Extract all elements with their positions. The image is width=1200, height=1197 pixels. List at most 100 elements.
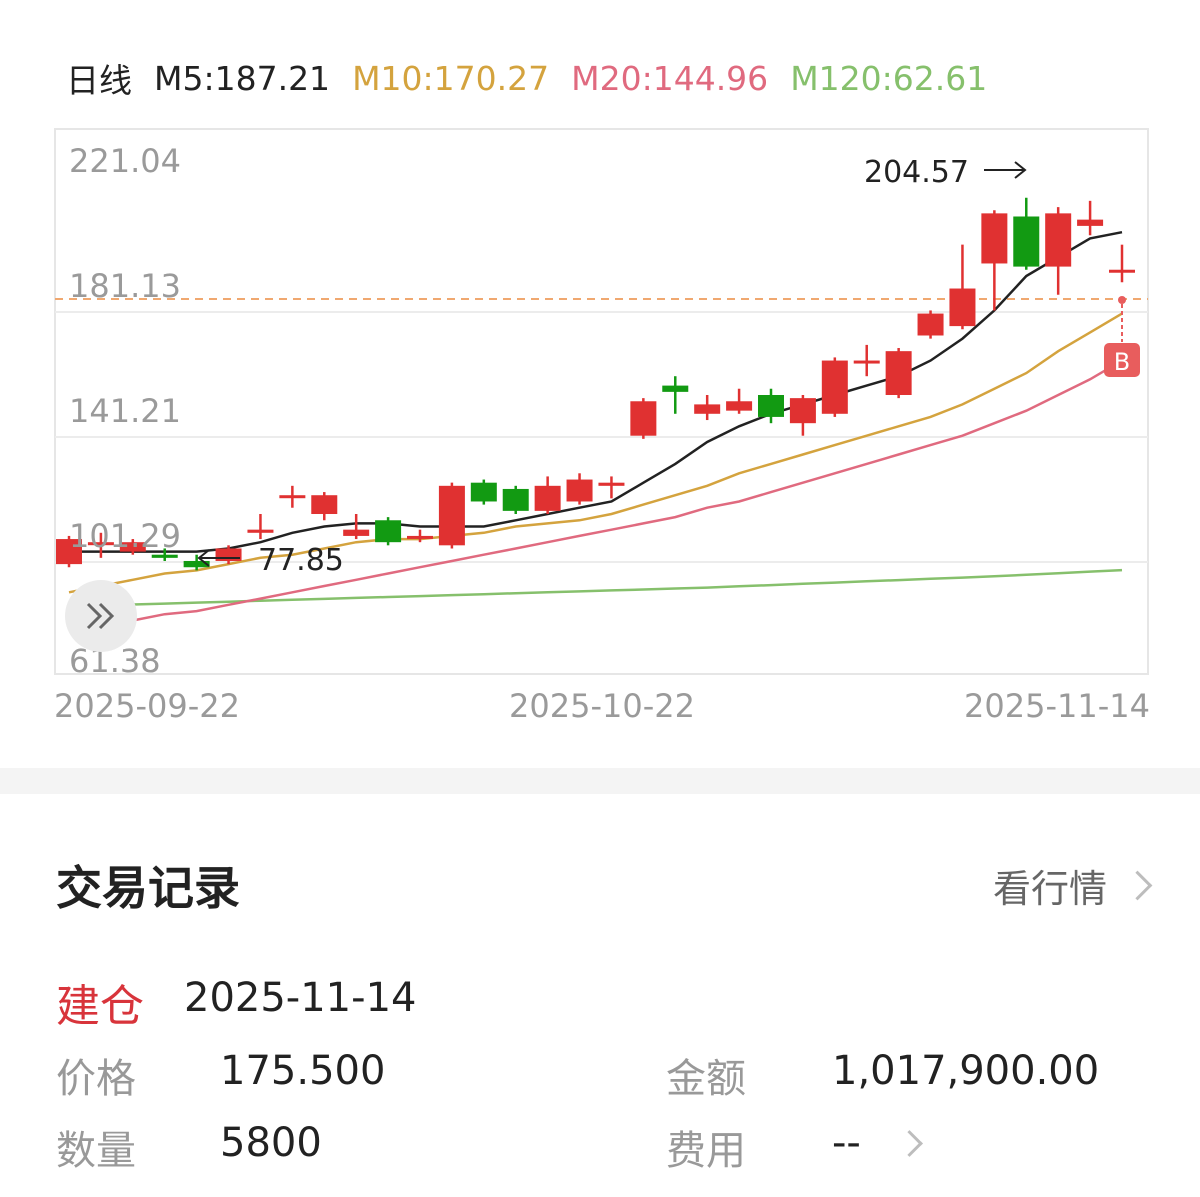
candle-body [598, 482, 625, 486]
candle-body [566, 479, 593, 502]
ma5-line [69, 230, 1123, 553]
price-label: 价格 [56, 1056, 136, 1102]
double-chevron-icon [86, 602, 115, 630]
candle-body [821, 360, 848, 414]
low-annotation-label: 77.85 [258, 543, 344, 578]
chevron-right-icon [1122, 870, 1153, 901]
candle-body [502, 488, 529, 511]
candle [1109, 244, 1135, 283]
candle-body [56, 539, 82, 565]
candle-body [1077, 219, 1104, 226]
candle-body [1109, 269, 1135, 273]
amount-value: 1,017,900.00 [832, 1048, 1100, 1094]
fee-chevron-icon[interactable] [896, 1130, 923, 1157]
low-arrow-icon [197, 549, 240, 567]
buy-dot [1118, 296, 1126, 304]
candle [821, 357, 848, 417]
candle-body [789, 398, 816, 424]
candle-body [630, 401, 657, 436]
candle-body [694, 404, 721, 414]
trade-records-title: 交易记录 [56, 861, 240, 915]
candle [183, 554, 210, 571]
candle [917, 310, 944, 339]
view-market-label: 看行情 [992, 867, 1107, 911]
candle-body [949, 288, 976, 327]
candle [885, 348, 912, 399]
candle [87, 532, 114, 558]
y-axis-label-0: 221.04 [69, 142, 181, 180]
candle-body [279, 495, 306, 499]
candle [343, 514, 370, 540]
candle [56, 535, 82, 568]
quantity-label: 数量 [56, 1128, 136, 1174]
candle-body [662, 385, 689, 392]
candle [151, 548, 178, 561]
ma10-label: M10:170.27 [352, 58, 550, 98]
y-axis-label-1: 181.13 [69, 267, 181, 305]
amount-label: 金额 [666, 1056, 746, 1102]
candle [598, 476, 625, 499]
y-axis-label-3: 101.29 [69, 517, 181, 555]
candle-body [1013, 216, 1040, 267]
candle-body [311, 495, 338, 515]
candle-body [758, 394, 784, 417]
candle-body [151, 554, 178, 558]
candle [630, 398, 657, 439]
candle [375, 517, 402, 546]
buy-marker-badge [1104, 343, 1140, 377]
record-type: 建仓 [56, 981, 144, 1032]
high-annotation-label: 204.57 [864, 155, 969, 190]
candle [1077, 200, 1104, 236]
kline-chart[interactable]: 221.04 181.13 141.21 101.29 61.38 2025-09-22… [0, 0, 1200, 740]
candle [470, 479, 497, 505]
ma20-label: M20:144.96 [571, 58, 769, 98]
candle [1013, 197, 1040, 270]
candle [279, 485, 306, 508]
record-date: 2025-11-14 [184, 975, 417, 1021]
buy-marker-label: B [1114, 348, 1130, 376]
candle [853, 344, 880, 377]
x-axis-label-0: 2025-09-22 [54, 687, 240, 725]
high-arrow-icon [984, 161, 1027, 179]
view-market-link[interactable]: 看行情 [992, 858, 1153, 913]
plot-frame [54, 128, 1149, 675]
candle [407, 529, 433, 543]
x-axis-label-1: 2025-10-22 [509, 687, 695, 725]
candle-body [917, 313, 944, 336]
candle-body [343, 529, 370, 536]
candle [1045, 207, 1072, 295]
ma5-label: M5:187.21 [154, 58, 331, 98]
ma10-line [68, 312, 1123, 594]
candle [726, 388, 753, 414]
candle [311, 492, 338, 521]
candle-body [87, 542, 114, 546]
candle [662, 376, 689, 414]
candle [534, 476, 561, 515]
candle-body [534, 485, 561, 511]
ma-legend: 日线 M5:187.21 M10:170.27 M20:144.96 M120:… [66, 56, 1009, 101]
candle-body [438, 485, 465, 546]
candle-body [1045, 213, 1072, 267]
candle-body [119, 542, 146, 552]
x-axis-label-2: 2025-11-14 [964, 687, 1150, 725]
candle [949, 244, 976, 330]
price-value: 175.500 [220, 1048, 386, 1094]
candle [981, 210, 1008, 311]
fee-value[interactable]: -- [832, 1120, 861, 1166]
candle [566, 473, 593, 505]
candle [247, 514, 274, 540]
candle [758, 388, 784, 424]
candle [502, 485, 529, 515]
y-axis-label-2: 141.21 [69, 392, 181, 430]
candle-body [470, 482, 497, 502]
ma20-line [68, 359, 1123, 632]
candle-body [885, 351, 912, 395]
expand-button[interactable] [65, 580, 137, 652]
candle-body [215, 548, 242, 561]
candle-body [981, 213, 1008, 264]
period-label: 日线 [66, 61, 132, 100]
candle-body [853, 360, 880, 364]
candle [694, 394, 721, 421]
candle [119, 539, 146, 555]
candle-body [726, 401, 753, 411]
